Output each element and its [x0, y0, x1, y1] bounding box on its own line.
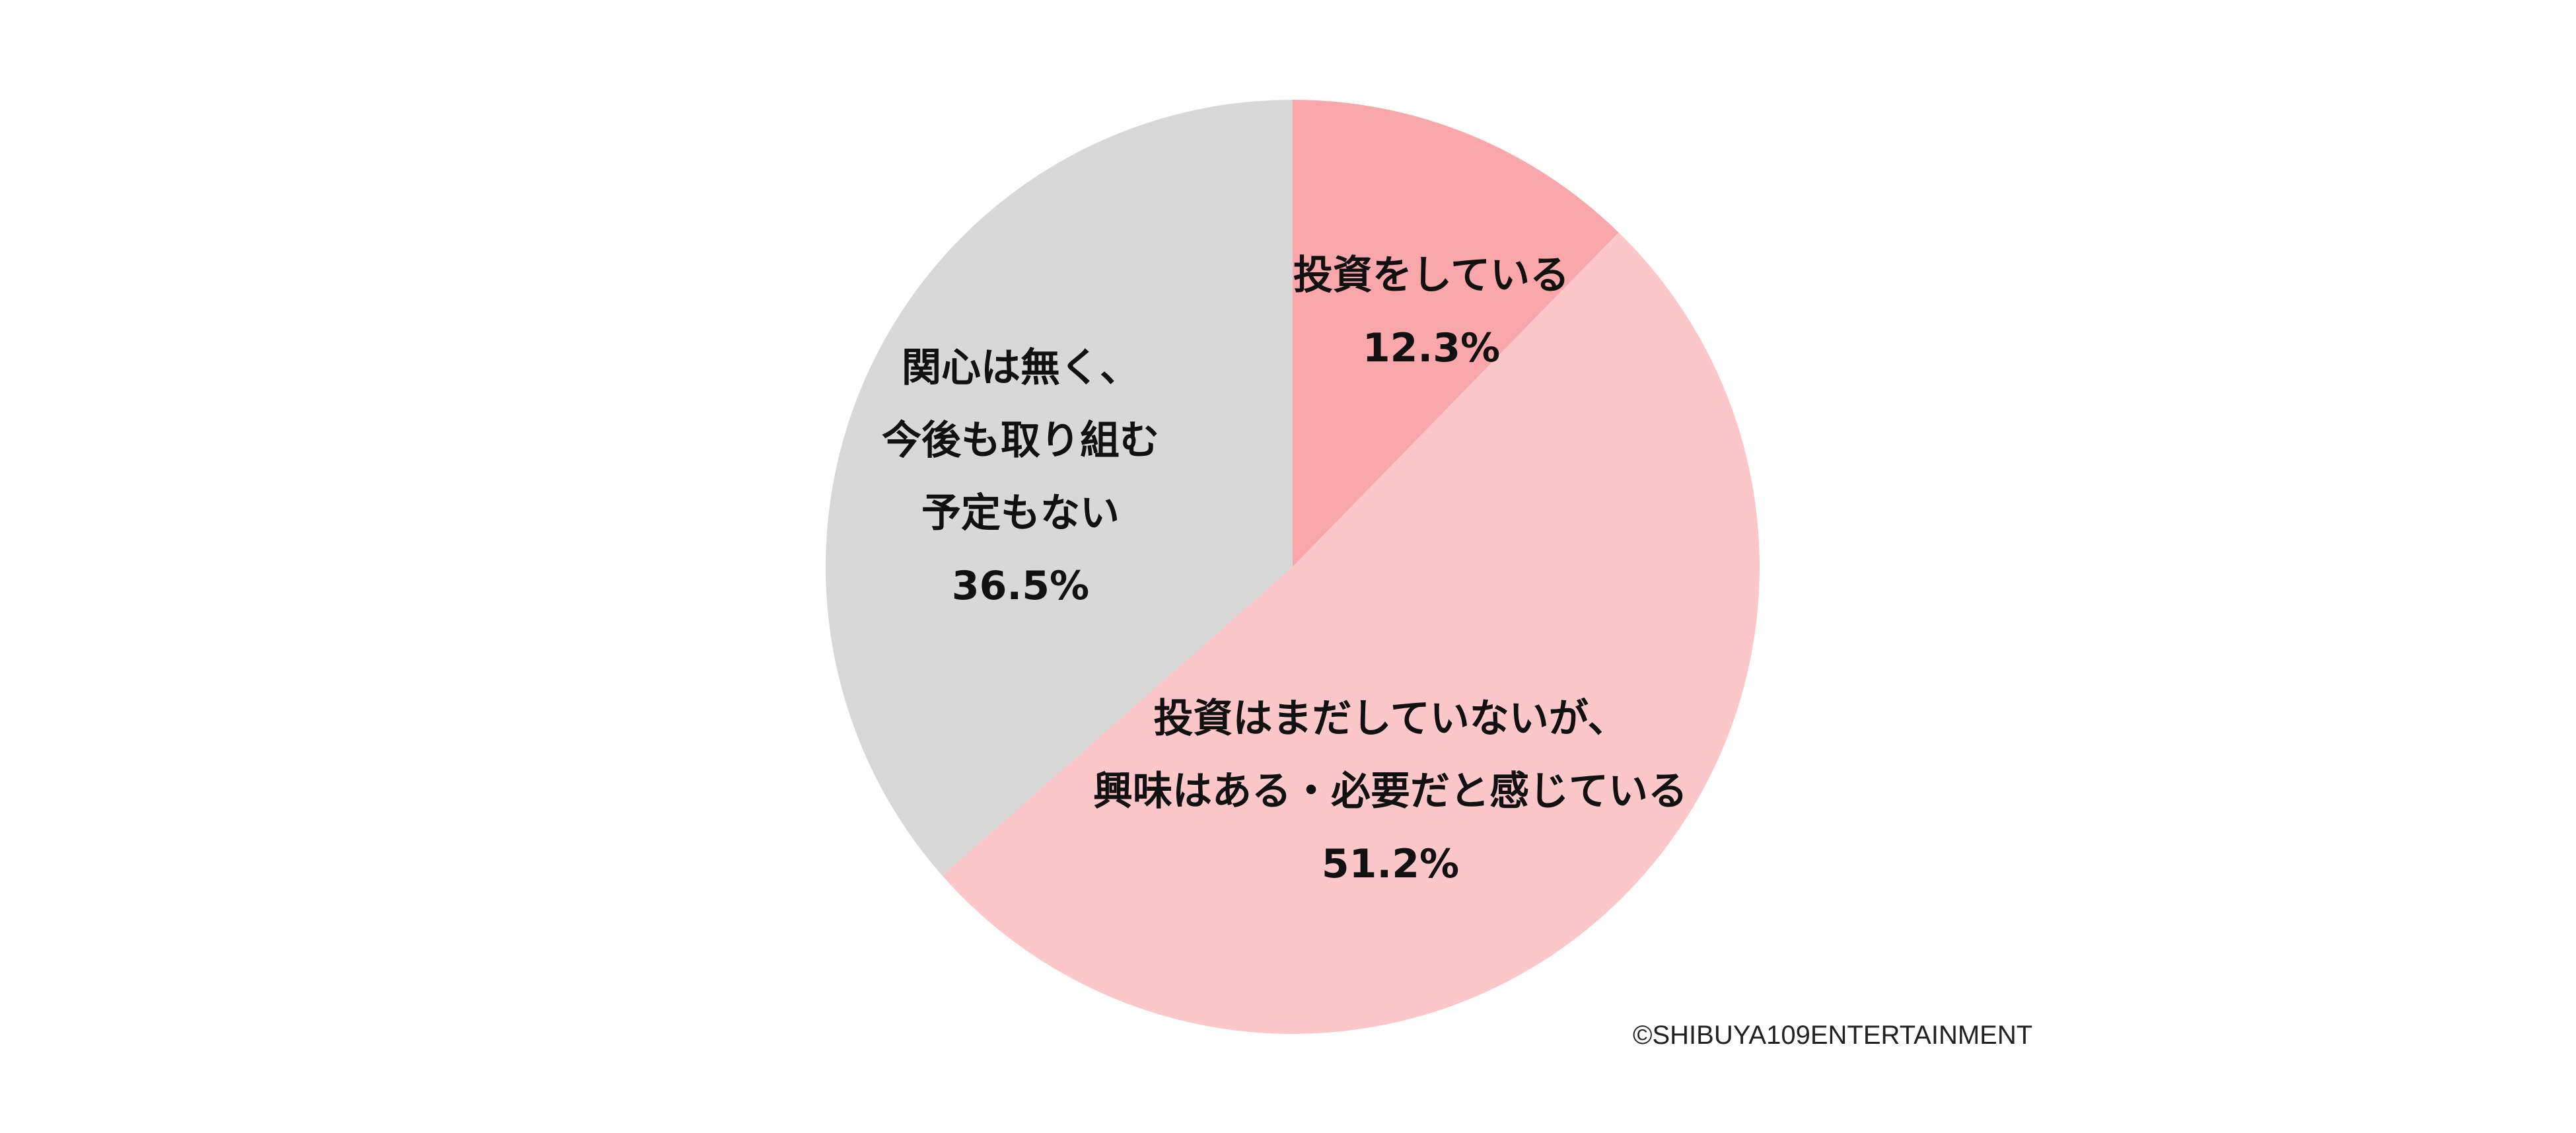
slice-category-label: 投資をしている — [1293, 252, 1569, 299]
copyright-credit: ©SHIBUYA109ENTERTAINMENT — [1633, 1021, 2033, 1050]
slice-category-label: 関心は無く、 — [902, 345, 1139, 391]
slice-category-label: 興味はある・必要だと感じている — [1093, 768, 1688, 815]
slice-value-label: 12.3% — [1363, 325, 1500, 371]
label-interested: 投資はまだしていないが、興味はある・必要だと感じている 51.2% — [1093, 696, 1688, 887]
slice-value-label: 51.2% — [1322, 841, 1459, 887]
slice-interested — [942, 232, 1760, 1034]
slice-not-interested — [825, 100, 1293, 876]
slice-investing — [1293, 100, 1619, 567]
slice-category-label: 投資はまだしていないが、 — [1154, 696, 1628, 742]
slice-category-label: 予定もない — [921, 490, 1120, 536]
slice-category-label: 今後も取り組む — [882, 418, 1159, 464]
label-investing: 投資をしている 12.3% — [1293, 252, 1569, 371]
slice-value-label: 36.5% — [952, 563, 1089, 609]
